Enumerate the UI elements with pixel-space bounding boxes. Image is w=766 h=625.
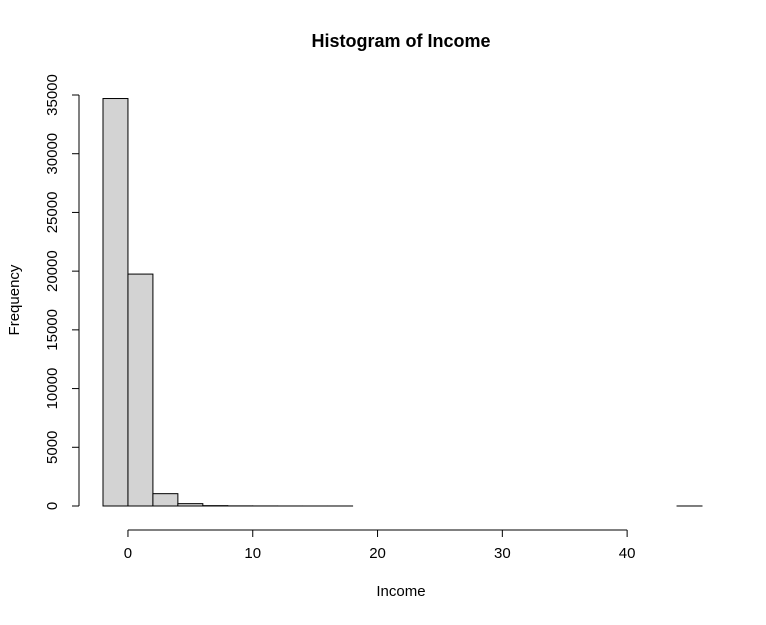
y-tick-label: 25000 [44, 192, 61, 234]
y-tick-label: 35000 [44, 74, 61, 116]
y-axis-label: Frequency [6, 264, 23, 335]
chart-title: Histogram of Income [311, 31, 490, 51]
y-tick-label: 30000 [44, 133, 61, 175]
histogram-bars [103, 99, 702, 506]
x-tick-label: 0 [124, 545, 132, 562]
x-tick-label: 20 [369, 545, 386, 562]
x-tick-label: 10 [244, 545, 261, 562]
x-tick-label: 40 [619, 545, 636, 562]
y-tick-label: 15000 [44, 309, 61, 351]
x-axis: 0 10 20 30 40 [124, 530, 636, 562]
y-tick-label: 5000 [44, 431, 61, 464]
histogram-bar [103, 99, 128, 506]
y-tick-label: 10000 [44, 368, 61, 410]
y-tick-label: 0 [44, 502, 61, 510]
x-axis-label: Income [376, 583, 425, 600]
histogram-bar [178, 504, 203, 506]
histogram-bar [153, 494, 178, 506]
y-axis: 0 5000 10000 15000 20000 25000 30000 35000 [44, 74, 79, 510]
x-tick-label: 30 [494, 545, 511, 562]
y-tick-label: 20000 [44, 250, 61, 292]
histogram-bar [128, 274, 153, 506]
